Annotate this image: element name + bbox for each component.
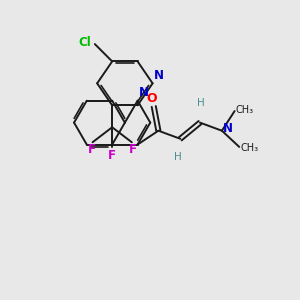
Text: N: N — [154, 68, 164, 82]
Text: Cl: Cl — [79, 36, 92, 49]
Text: CH₃: CH₃ — [236, 105, 254, 115]
Text: N: N — [223, 122, 233, 135]
Text: H: H — [174, 152, 182, 162]
Text: CH₃: CH₃ — [240, 143, 259, 153]
Text: F: F — [129, 143, 137, 156]
Text: O: O — [147, 92, 158, 105]
Text: H: H — [197, 98, 205, 108]
Text: N: N — [139, 86, 149, 99]
Text: F: F — [108, 149, 116, 162]
Text: F: F — [87, 143, 95, 156]
